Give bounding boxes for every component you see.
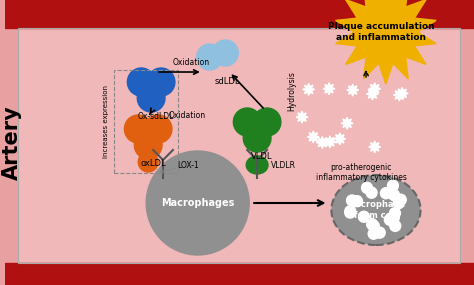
Text: VLDLR: VLDLR [271,162,296,170]
Circle shape [395,194,406,205]
Circle shape [243,124,271,152]
Text: Artery: Artery [1,105,21,180]
Text: Ox-sdLDL: Ox-sdLDL [138,112,174,121]
Polygon shape [303,84,315,95]
Text: Macrophage
foam cell: Macrophage foam cell [347,200,405,220]
Circle shape [388,212,399,223]
Ellipse shape [331,175,420,245]
Polygon shape [334,133,346,145]
Circle shape [346,195,357,206]
Circle shape [366,219,377,230]
Circle shape [345,207,356,218]
Polygon shape [324,136,336,148]
Circle shape [374,227,385,238]
Text: Increases expression: Increases expression [102,86,109,158]
Circle shape [390,220,401,231]
Text: pro-atherogenic
inflammatory cytokines: pro-atherogenic inflammatory cytokines [316,163,407,182]
Circle shape [366,187,377,198]
Circle shape [128,68,155,96]
Polygon shape [369,141,381,153]
Bar [18,28,460,263]
Circle shape [146,151,249,255]
Circle shape [233,108,261,136]
Ellipse shape [246,156,268,174]
Text: Plaque accumulation
and inflammation: Plaque accumulation and inflammation [328,22,434,42]
Circle shape [134,131,162,159]
Circle shape [390,208,401,219]
Text: oxLDL: oxLDL [140,159,166,168]
Circle shape [387,180,398,191]
Circle shape [368,228,379,239]
Circle shape [358,211,369,222]
Text: Hydrolysis: Hydrolysis [287,71,296,111]
Text: Oxidation: Oxidation [169,111,206,119]
Text: VLDL: VLDL [251,152,273,161]
Polygon shape [393,89,405,101]
Circle shape [384,214,395,225]
Circle shape [362,182,373,193]
Circle shape [144,115,172,143]
Circle shape [393,198,404,209]
Polygon shape [396,87,408,99]
Polygon shape [336,0,436,84]
Circle shape [368,221,379,232]
Text: sdLDL: sdLDL [215,77,240,86]
Polygon shape [347,84,359,96]
Polygon shape [369,83,381,95]
Text: LOX-1: LOX-1 [177,162,199,170]
Bar [18,28,460,263]
Bar [5,263,474,285]
Circle shape [124,115,152,143]
Polygon shape [341,117,353,129]
Polygon shape [296,111,308,123]
Polygon shape [323,83,335,95]
Circle shape [212,40,238,66]
Circle shape [381,188,392,199]
Circle shape [253,108,281,136]
Circle shape [389,190,400,201]
Circle shape [138,152,158,172]
Circle shape [197,44,222,70]
Text: Oxidation: Oxidation [172,58,210,67]
Circle shape [137,84,165,112]
Circle shape [147,68,175,96]
Bar [113,70,178,173]
Polygon shape [366,88,378,100]
Polygon shape [307,131,319,143]
Text: Macrophages: Macrophages [161,198,234,208]
Bar [5,0,474,28]
Circle shape [352,196,363,207]
Circle shape [345,206,356,217]
Polygon shape [316,137,328,148]
